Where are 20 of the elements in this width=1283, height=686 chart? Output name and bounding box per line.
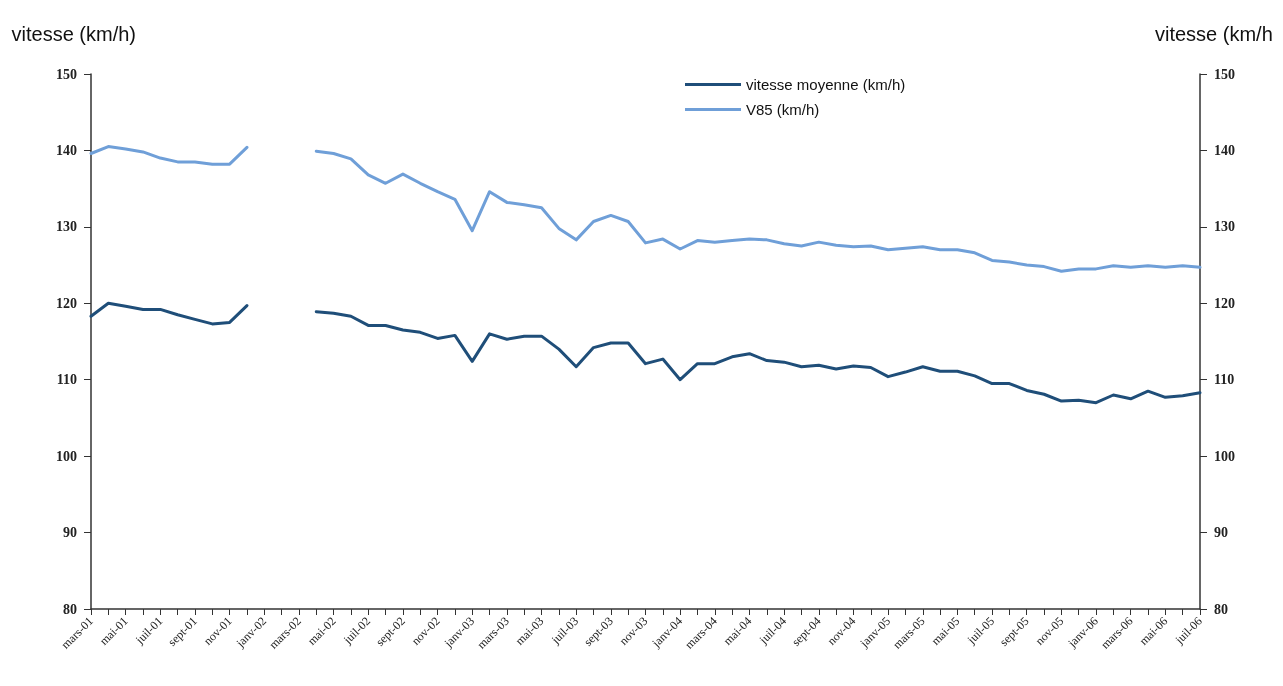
y2-tick-label: 130 <box>1214 219 1235 235</box>
y2-tick-label: 80 <box>1214 601 1228 617</box>
y2-axis-title: vitesse (km/h <box>1155 23 1273 45</box>
y2-tick-label: 150 <box>1214 66 1235 82</box>
y-tick-label: 130 <box>56 219 77 235</box>
y2-tick-label: 120 <box>1214 295 1235 311</box>
y2-tick-label: 90 <box>1214 525 1228 541</box>
y-axis-title: vitesse (km/h) <box>11 23 136 45</box>
y-tick-label: 150 <box>56 66 77 82</box>
y-tick-label: 100 <box>56 448 77 464</box>
y2-tick-label: 110 <box>1214 372 1235 388</box>
legend-label: vitesse moyenne (km/h) <box>746 76 906 93</box>
y-tick-label: 80 <box>63 601 77 617</box>
y-tick-label: 120 <box>56 295 77 311</box>
y2-tick-label: 140 <box>1214 142 1235 158</box>
y-tick-label: 110 <box>56 372 77 388</box>
y-tick-label: 140 <box>56 142 77 158</box>
y-tick-label: 90 <box>63 525 77 541</box>
y2-tick-label: 100 <box>1214 448 1235 464</box>
legend-label: V85 (km/h) <box>746 101 820 118</box>
